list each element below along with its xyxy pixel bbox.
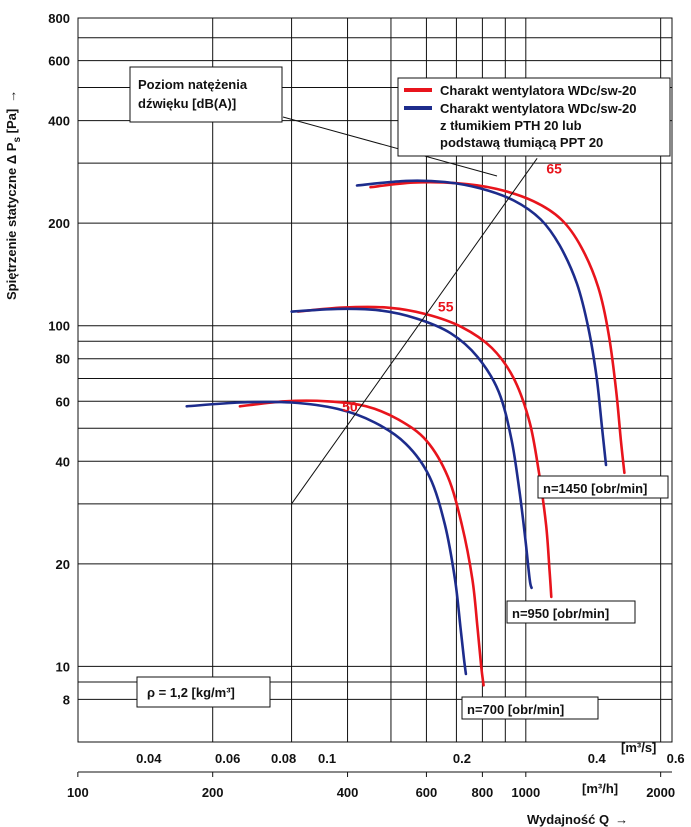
x-axis-vol-unit: [m³/h] <box>582 781 618 796</box>
sound-level-mark: 65 <box>546 160 562 176</box>
svg-text:ρ = 1,2 [kg/m³]: ρ = 1,2 [kg/m³] <box>147 685 235 700</box>
density-note: ρ = 1,2 [kg/m³] <box>136 676 271 708</box>
x-tick-label-m3s: 0.08 <box>271 751 296 766</box>
x-tick-label-m3h: 2000 <box>646 785 675 800</box>
x-tick-label-m3s: 0.4 <box>588 751 607 766</box>
speed-label-1450: n=1450 [obr/min] <box>537 475 669 499</box>
y-tick-label: 80 <box>56 352 70 367</box>
legend-entry-2-line-1: Charakt wentylatora WDc/sw-20 <box>440 101 637 116</box>
series-curve-0 <box>369 180 626 475</box>
svg-text:n=950 [obr/min]: n=950 [obr/min] <box>512 606 609 621</box>
x-tick-label-m3s: 0.1 <box>318 751 336 766</box>
y-tick-label: 60 <box>56 394 70 409</box>
x-axis-flow-unit: [m³/s] <box>621 740 656 755</box>
y-tick-label: 800 <box>48 11 70 26</box>
sound-level-label: Poziom natężenia dźwięku [dB(A)] <box>138 77 251 111</box>
x-tick-label-m3s: 0.6 <box>667 751 685 766</box>
y-tick-label: 20 <box>56 557 70 572</box>
x-tick-label-m3s: 0.2 <box>453 751 471 766</box>
x-tick-label-m3s: 0.04 <box>136 751 162 766</box>
sound-level-mark: 50 <box>342 398 358 414</box>
sound-level-leader <box>282 116 498 177</box>
x-tick-label-m3h: 400 <box>337 785 359 800</box>
y-tick-label: 200 <box>48 216 70 231</box>
y-tick-label: 600 <box>48 54 70 69</box>
x-tick-label-m3h: 100 <box>67 785 89 800</box>
legend-entry-2-line-2: z tłumikiem PTH 20 lub <box>440 118 582 133</box>
x-tick-label-m3h: 600 <box>416 785 438 800</box>
sound-level-box: Poziom natężenia dźwięku [dB(A)] <box>129 66 498 177</box>
x-tick-label-m3s: 0.06 <box>215 751 240 766</box>
legend-entry-2-line-3: podstawą tłumiącą PPT 20 <box>440 135 603 150</box>
y-tick-label: 40 <box>56 454 70 469</box>
series-curve-4 <box>238 399 485 687</box>
series-curve-3 <box>290 307 533 590</box>
series-curve-1 <box>355 179 608 467</box>
y-tick-label: 400 <box>48 114 70 129</box>
x-axes: [m³/s] [m³/h] Wydajność Q → 0.04 0.06 0.08 0… <box>67 740 685 827</box>
sound-level-diagonal <box>291 157 538 505</box>
sound-level-line: 50 55 65 <box>291 157 562 505</box>
curves <box>185 179 626 687</box>
y-tick-label: 100 <box>48 319 70 334</box>
x-tick-label-m3h: 1000 <box>511 785 540 800</box>
svg-text:n=700 [obr/min]: n=700 [obr/min] <box>467 702 564 717</box>
y-tick-label: 8 <box>63 692 70 707</box>
legend: Charakt wentylatora WDc/sw-20 Charakt we… <box>397 77 671 157</box>
x-axis-title: Wydajność Q → <box>527 812 628 827</box>
y-axis: Spiętrzenie statyczne Δ Ps [Pa]→ 8 10 20 40… <box>4 11 70 707</box>
svg-text:n=1450 [obr/min]: n=1450 [obr/min] <box>543 481 647 496</box>
speed-label-950: n=950 [obr/min] <box>506 600 636 624</box>
sound-level-mark: 55 <box>438 299 454 315</box>
legend-entry-1: Charakt wentylatora WDc/sw-20 <box>440 83 637 98</box>
x-tick-label-m3h: 200 <box>202 785 224 800</box>
series-curve-5 <box>185 400 468 676</box>
x-tick-label-m3h: 800 <box>472 785 494 800</box>
speed-label-700: n=700 [obr/min] <box>461 696 599 720</box>
y-tick-label: 10 <box>56 659 70 674</box>
y-axis-label: Spiętrzenie statyczne Δ Ps [Pa]→ <box>4 90 23 300</box>
series-curve-2 <box>296 305 553 599</box>
